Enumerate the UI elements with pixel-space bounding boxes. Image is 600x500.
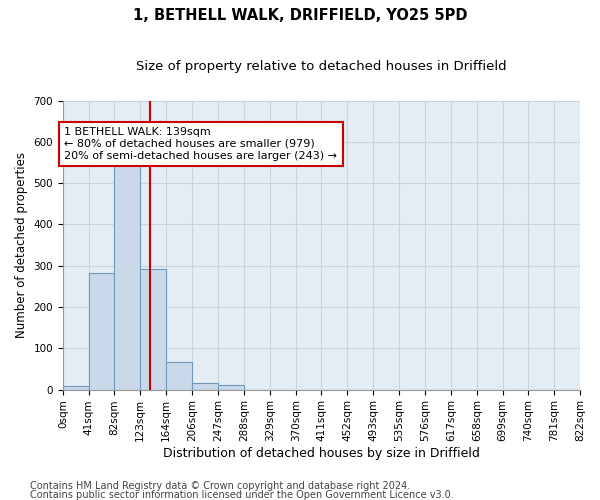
Text: 1 BETHELL WALK: 139sqm
← 80% of detached houses are smaller (979)
20% of semi-de: 1 BETHELL WALK: 139sqm ← 80% of detached…	[64, 128, 337, 160]
Text: Contains public sector information licensed under the Open Government Licence v3: Contains public sector information licen…	[30, 490, 454, 500]
Bar	[218, 386, 244, 390]
Bar	[166, 362, 192, 390]
X-axis label: Distribution of detached houses by size in Driffield: Distribution of detached houses by size …	[163, 447, 480, 460]
Bar	[63, 386, 89, 390]
Bar	[115, 156, 140, 390]
Text: Contains HM Land Registry data © Crown copyright and database right 2024.: Contains HM Land Registry data © Crown c…	[30, 481, 410, 491]
Y-axis label: Number of detached properties: Number of detached properties	[15, 152, 28, 338]
Bar	[140, 269, 166, 390]
Bar	[193, 382, 218, 390]
Text: 1, BETHELL WALK, DRIFFIELD, YO25 5PD: 1, BETHELL WALK, DRIFFIELD, YO25 5PD	[133, 8, 467, 22]
Bar	[89, 273, 115, 390]
Title: Size of property relative to detached houses in Driffield: Size of property relative to detached ho…	[136, 60, 507, 73]
